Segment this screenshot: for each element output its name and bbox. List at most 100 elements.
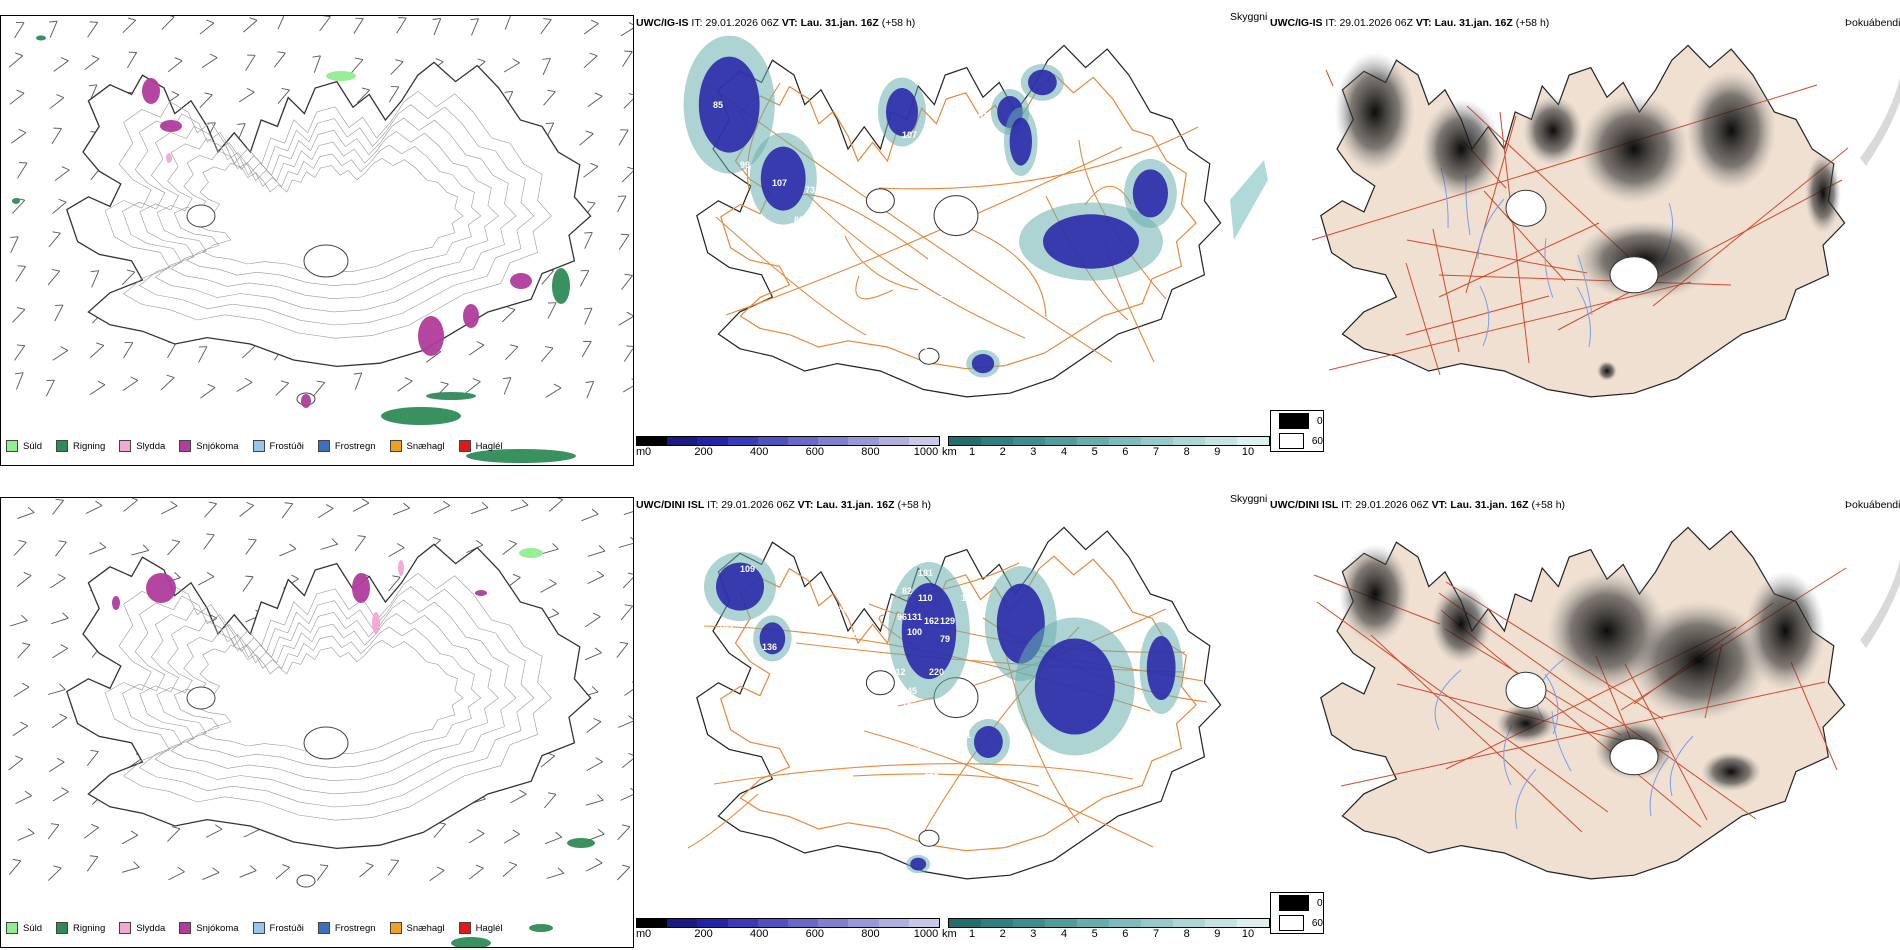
- legend-swatch: [252, 922, 265, 934]
- precip-type-map-svg: [8, 498, 633, 947]
- fog-area: [1686, 70, 1777, 191]
- road-line: [1405, 295, 1550, 336]
- precip-area: [418, 316, 444, 356]
- wind-barb: [617, 195, 627, 213]
- road-line: [805, 192, 1026, 339]
- wind-barb: [51, 127, 62, 144]
- wind-barb: [238, 88, 255, 103]
- precip-area: [166, 153, 172, 163]
- precip-area: [426, 392, 476, 400]
- river-line: [1479, 285, 1490, 347]
- wind-barb: [433, 500, 451, 514]
- wind-barb: [623, 508, 633, 516]
- wind-barb: [274, 51, 286, 68]
- fog-legend-swatch: [1279, 915, 1304, 931]
- precip-area: [12, 198, 20, 204]
- road-line: [1499, 111, 1530, 364]
- model-name: UWC/IG-IS: [636, 17, 689, 29]
- wind-barb: [620, 604, 633, 621]
- legend-item-snjókoma: Snjókoma: [179, 922, 239, 934]
- wind-barb: [503, 829, 520, 844]
- wind-barb: [89, 542, 107, 555]
- colorbar-step: [848, 919, 879, 927]
- colorbar-step: [908, 437, 940, 445]
- wind-barb: [52, 198, 67, 215]
- height-tick: 0: [644, 446, 652, 458]
- colorbar-step: [727, 437, 758, 445]
- height-tick: 400: [750, 446, 769, 458]
- km-unit: km: [942, 446, 957, 458]
- wind-barb: [468, 829, 485, 844]
- precip-area: [463, 304, 479, 328]
- wind-barb: [121, 269, 136, 286]
- wind-barb: [49, 20, 58, 38]
- colorbar-step: [788, 919, 819, 927]
- precip-area: [381, 407, 461, 425]
- wind-barb: [621, 273, 633, 290]
- wind-barb: [122, 17, 137, 34]
- legend-label: Snæhagl: [406, 440, 445, 452]
- road-line: [844, 235, 919, 291]
- wind-barb: [12, 721, 28, 737]
- low-cloud-area: [760, 146, 806, 211]
- legend-label: Snæhagl: [406, 922, 445, 934]
- value-label: 113: [934, 738, 949, 748]
- it-label: IT:: [1325, 17, 1337, 29]
- wind-barb: [624, 681, 633, 696]
- wind-barb: [546, 867, 565, 879]
- legend-item-rigning: Rigning: [56, 922, 105, 934]
- value-label: 107: [891, 308, 906, 318]
- visibility-km-colorbar: km 1 2 3 4 5 6 7 8 9 10: [942, 436, 1270, 466]
- wind-barb: [581, 340, 592, 358]
- wind-barb: [199, 92, 213, 109]
- precip-type-legend: Súld Rigning Slydda Snjókoma Frostúði Frostre…: [6, 440, 517, 452]
- precip-area: [352, 573, 370, 603]
- wind-barb: [585, 612, 601, 628]
- wind-barb: [47, 683, 66, 695]
- wind-barb: [317, 864, 329, 881]
- colorbar-step: [981, 919, 1013, 927]
- wind-barb: [432, 17, 442, 36]
- wind-barb: [52, 498, 64, 515]
- height-tick: 600: [805, 928, 824, 940]
- value-label: 86: [837, 97, 847, 107]
- wind-barb: [390, 59, 404, 75]
- value-label: 105: [913, 341, 928, 351]
- precip-area: [326, 71, 356, 81]
- legend-swatch: [119, 440, 132, 452]
- value-label: 141: [907, 745, 922, 755]
- river-line: [1515, 768, 1537, 830]
- wind-barb: [84, 55, 100, 70]
- colorbar-step: [637, 437, 668, 445]
- road-line: [725, 146, 1123, 316]
- wind-barb: [429, 866, 445, 882]
- ring-road: [720, 555, 1197, 852]
- wind-barb: [312, 380, 325, 397]
- colorbar-step: [788, 437, 819, 445]
- wind-barb: [502, 377, 512, 395]
- colorbar-step: [818, 437, 849, 445]
- height-tick: 0: [644, 928, 652, 940]
- fog-area: [1431, 583, 1492, 664]
- wind-barb: [160, 501, 178, 515]
- model-name: UWC/DINI ISL: [636, 499, 705, 511]
- contour-line: [173, 144, 482, 286]
- km-tick: 9: [1214, 446, 1221, 458]
- low-cloud-area: [1043, 214, 1139, 269]
- wind-barb: [47, 865, 62, 881]
- wind-barb: [618, 233, 630, 251]
- wind-barb: [167, 57, 183, 73]
- fog-map-svg: [1313, 526, 1900, 880]
- wind-barb: [501, 306, 516, 323]
- wind-barb: [583, 52, 598, 69]
- model-row-ig-is: UWC/IG-IS IT: 29.01.2026 06Z VT: Lau. 31…: [0, 0, 1900, 468]
- colorbar-step: [949, 919, 981, 927]
- colorbar-step: [697, 919, 728, 927]
- wind-barb: [319, 16, 331, 32]
- vt-label: VT:: [797, 499, 814, 511]
- height-colorbar: m 0 200 400 600 800 1000: [636, 436, 940, 466]
- wind-barb: [202, 867, 220, 881]
- colorbar-step: [1173, 437, 1205, 445]
- precip-area: [519, 548, 543, 558]
- value-label: 74: [837, 605, 847, 615]
